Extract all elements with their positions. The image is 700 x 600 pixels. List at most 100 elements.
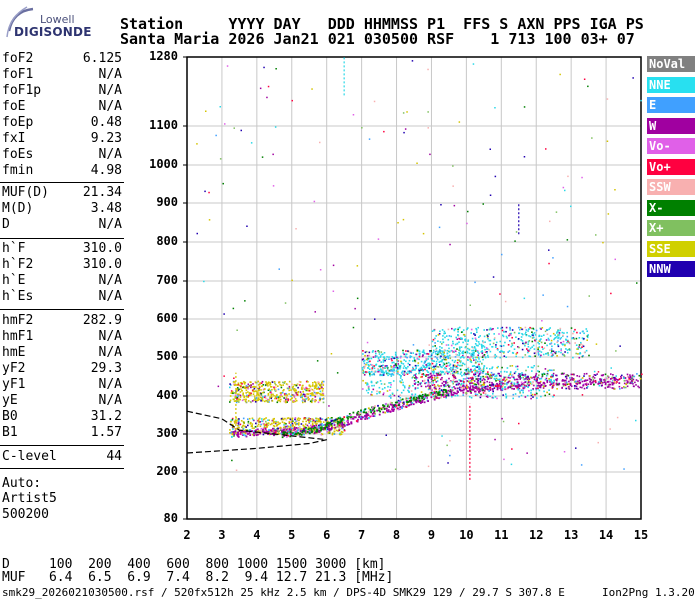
o-trace-point — [552, 384, 555, 387]
echo-point — [239, 423, 242, 426]
o-trace-point — [233, 433, 236, 435]
echo-point — [395, 366, 398, 368]
o-trace-point — [244, 430, 247, 433]
echo-point — [556, 331, 559, 333]
echo-point — [592, 379, 595, 381]
echo-point — [338, 429, 340, 432]
o-trace-point — [507, 386, 510, 389]
echo-point — [313, 391, 316, 394]
o-trace-point — [417, 397, 420, 400]
echo-point — [453, 381, 456, 383]
noise-point — [563, 451, 566, 453]
echo-point — [391, 372, 394, 375]
echo-point — [267, 394, 270, 396]
x-trace-point — [382, 404, 384, 407]
echo-point — [588, 354, 590, 357]
echo-point — [525, 369, 527, 372]
noise-point — [397, 222, 399, 224]
echo-point — [287, 430, 289, 432]
echo-point — [482, 372, 484, 374]
echo-point — [263, 391, 265, 394]
o-trace-point — [262, 428, 264, 431]
x-trace-point — [337, 421, 339, 423]
o-trace-point — [542, 381, 545, 384]
echo-point — [291, 418, 294, 420]
echo-point — [425, 374, 428, 376]
echo-point — [511, 365, 514, 367]
echo-point — [480, 393, 482, 396]
echo-point — [493, 373, 496, 375]
echo-point — [394, 364, 397, 366]
echo-point — [296, 418, 299, 420]
echo-point — [475, 327, 477, 330]
o-trace-point — [275, 429, 277, 432]
x-trace-point — [356, 413, 358, 416]
echo-point — [425, 364, 427, 366]
echo-point — [319, 397, 321, 399]
echo-point — [452, 379, 454, 382]
echo-point — [289, 399, 292, 401]
noise-point — [375, 381, 378, 384]
echo-point — [481, 350, 483, 352]
echo-point — [483, 367, 485, 369]
echo-point — [436, 353, 439, 356]
echo-point — [316, 422, 318, 425]
param-row-b0: B0 31.2 — [2, 409, 122, 424]
echo-point — [502, 335, 505, 338]
param-value: N/A — [98, 273, 122, 288]
echo-point — [625, 379, 627, 382]
echo-point — [500, 350, 502, 352]
echo-point — [397, 368, 399, 371]
echo-point — [526, 348, 528, 350]
echo-point — [309, 385, 311, 388]
echo-point — [383, 357, 386, 359]
noise-point — [597, 371, 600, 373]
auto-label: Auto: — [2, 476, 42, 491]
o-trace-point — [287, 428, 290, 431]
echo-point — [293, 426, 296, 428]
echo-point — [259, 383, 261, 386]
echo-point — [295, 389, 297, 391]
echo-point — [486, 396, 489, 398]
o-trace-point — [315, 424, 318, 427]
echo-point — [257, 428, 259, 431]
echo-point — [286, 383, 289, 386]
echo-point — [419, 367, 422, 370]
o-trace-point — [371, 409, 374, 412]
echo-point — [500, 345, 503, 347]
echo-point — [369, 363, 372, 366]
echo-point — [301, 395, 304, 397]
echo-point — [532, 344, 535, 347]
echo-point — [547, 369, 549, 372]
x-trace-point — [367, 407, 370, 410]
echo-point — [430, 359, 433, 361]
echo-point — [535, 387, 537, 390]
echo-point — [438, 371, 441, 374]
echo-point — [258, 389, 260, 391]
echo-point — [534, 352, 537, 354]
echo-point — [395, 357, 397, 359]
echo-point — [254, 390, 257, 392]
echo-point — [469, 377, 472, 379]
echo-point — [459, 380, 462, 382]
o-trace-point — [496, 386, 499, 389]
echo-point — [242, 428, 245, 430]
echo-point — [262, 433, 265, 436]
x-trace-point — [306, 431, 309, 433]
o-trace-point — [603, 381, 606, 383]
echo-point — [481, 351, 484, 354]
echo-point — [447, 361, 450, 364]
echo-point — [565, 374, 568, 376]
echo-point — [453, 386, 455, 388]
echo-point — [454, 380, 457, 383]
o-trace-point — [499, 387, 502, 390]
echo-point — [386, 366, 388, 368]
echo-point — [403, 372, 405, 375]
echo-point — [307, 389, 309, 392]
echo-point — [235, 401, 238, 404]
echo-point — [380, 351, 383, 353]
echo-point — [439, 352, 442, 354]
echo-point — [313, 432, 316, 435]
echo-point — [530, 376, 532, 379]
echo-point — [459, 360, 461, 363]
